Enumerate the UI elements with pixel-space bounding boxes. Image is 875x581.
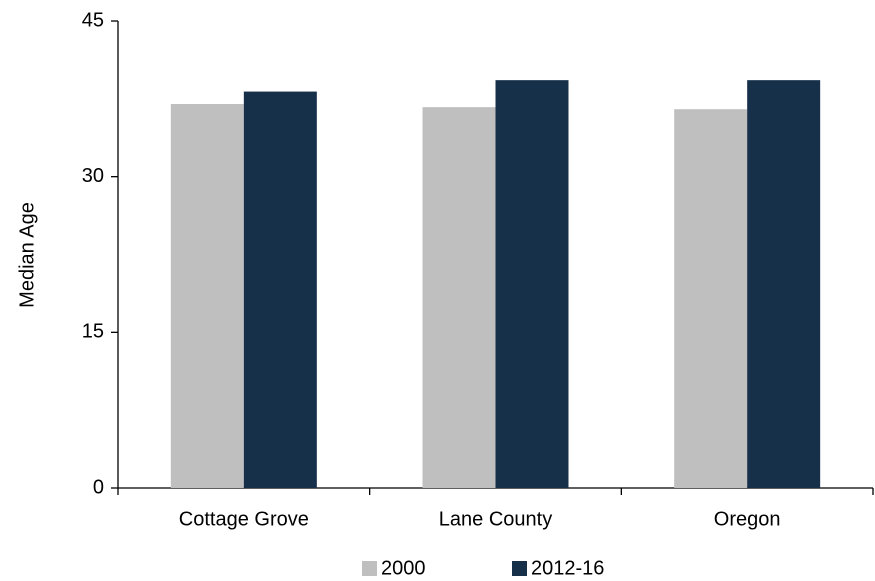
x-tick-label: Oregon (714, 508, 781, 530)
y-axis-label: Median Age (16, 202, 38, 308)
bar (747, 80, 821, 489)
bar (422, 107, 496, 488)
y-tick-label: 0 (93, 476, 104, 498)
bar (674, 109, 748, 488)
legend-swatch (362, 561, 377, 576)
legend-label: 2000 (381, 557, 426, 579)
y-tick-label: 15 (82, 321, 104, 343)
y-tick-label: 30 (82, 165, 104, 187)
bar (495, 80, 569, 489)
bar (243, 91, 317, 489)
x-tick-label: Lane County (439, 508, 552, 530)
legend-swatch (512, 561, 527, 576)
y-tick-label: 45 (82, 9, 104, 31)
legend-label: 2012-16 (531, 557, 604, 579)
bar (170, 104, 244, 489)
x-tick-label: Cottage Grove (179, 508, 309, 530)
